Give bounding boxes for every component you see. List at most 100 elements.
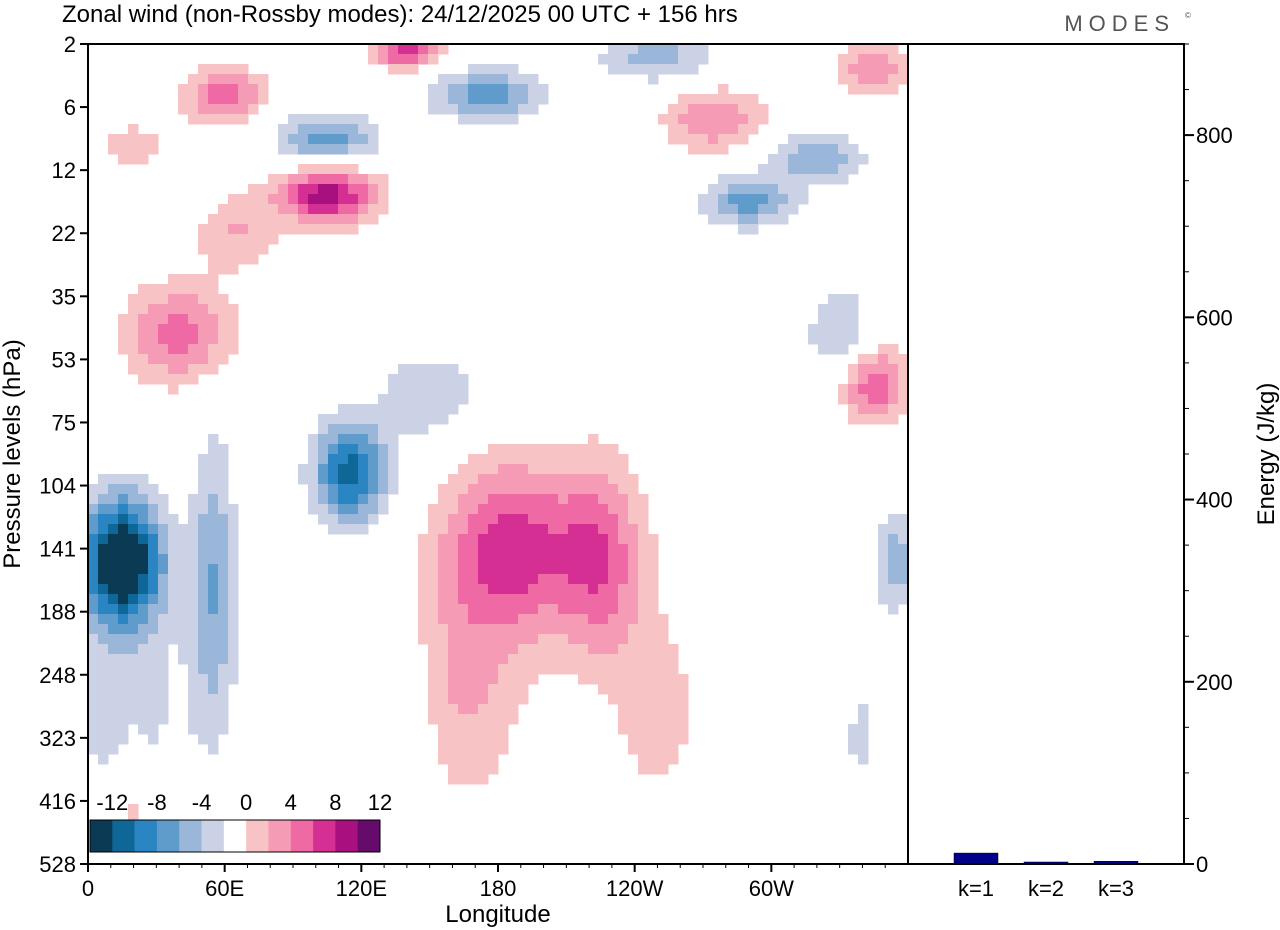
heatmap-cell [628, 654, 639, 665]
heatmap-cell [208, 624, 219, 635]
heatmap-cell [458, 464, 469, 475]
heatmap-cell [258, 184, 269, 195]
heatmap-cell [138, 144, 149, 155]
heatmap-cell [448, 514, 459, 525]
heatmap-cell [378, 494, 389, 505]
heatmap-cell [118, 534, 129, 545]
heatmap-cell [318, 514, 329, 525]
heatmap-cell [608, 614, 619, 625]
heatmap-cell [228, 654, 239, 665]
heatmap-cell [598, 54, 609, 65]
heatmap-cell [878, 374, 889, 385]
heatmap-cell [708, 184, 719, 195]
heatmap-cell [188, 74, 199, 85]
heatmap-cell [218, 304, 229, 315]
heatmap-cell [658, 724, 669, 735]
heatmap-cell [868, 354, 879, 365]
heatmap-cell [318, 184, 329, 195]
heatmap-cell [188, 694, 199, 705]
heatmap-cell [268, 174, 279, 185]
heatmap-cell [768, 174, 779, 185]
heatmap-cell [778, 184, 789, 195]
heatmap-cell [128, 154, 139, 165]
heatmap-cell [668, 744, 679, 755]
heatmap-cell [798, 174, 809, 185]
heatmap-cell [468, 474, 479, 485]
heatmap-cell [728, 194, 739, 205]
heatmap-cell [508, 94, 519, 105]
heatmap-cell [168, 634, 179, 645]
heatmap-cell [88, 724, 99, 735]
heatmap-cell [828, 334, 839, 345]
heatmap-cell [128, 524, 139, 535]
heatmap-cell [808, 174, 819, 185]
heatmap-cell [168, 614, 179, 625]
heatmap-cell [268, 204, 279, 215]
heatmap-cell [488, 724, 499, 735]
heatmap-cell [628, 714, 639, 725]
heatmap-cell [88, 594, 99, 605]
heatmap-cell [168, 284, 179, 295]
heatmap-cell [318, 224, 329, 235]
heatmap-cell [238, 214, 249, 225]
heatmap-cell [208, 544, 219, 555]
heatmap-cell [508, 104, 519, 115]
heatmap-cell [428, 704, 439, 715]
heatmap-cell [708, 214, 719, 225]
heatmap-cell [858, 44, 869, 55]
heatmap-cell [308, 494, 319, 505]
heatmap-cell [198, 344, 209, 355]
heatmap-cell [488, 714, 499, 725]
heatmap-cell [218, 684, 229, 695]
heatmap-cell [208, 444, 219, 455]
heatmap-cell [318, 434, 329, 445]
heatmap-cell [688, 64, 699, 75]
heatmap-cell [448, 84, 459, 95]
heatmap-cell [248, 244, 259, 255]
heatmap-cell [228, 504, 239, 515]
heatmap-cell [388, 374, 399, 385]
heatmap-cell [368, 504, 379, 515]
heatmap-cell [208, 454, 219, 465]
heatmap-cell [118, 144, 129, 155]
heatmap-cell [278, 194, 289, 205]
heatmap-cell [848, 374, 859, 385]
heatmap-cell [478, 754, 489, 765]
heatmap-cell [288, 184, 299, 195]
heatmap-cell [598, 584, 609, 595]
heatmap-cell [188, 314, 199, 325]
heatmap-cell [158, 604, 169, 615]
heatmap-cell [188, 614, 199, 625]
heatmap-cell [428, 584, 439, 595]
heatmap-cell [498, 634, 509, 645]
heatmap-cell [128, 664, 139, 675]
heatmap-cell [438, 484, 449, 495]
heatmap-cell [488, 704, 499, 715]
heatmap-cell [528, 624, 539, 635]
heatmap-cell [228, 554, 239, 565]
heatmap-cell [298, 124, 309, 135]
heatmap-cell [658, 614, 669, 625]
heatmap-cell [388, 474, 399, 485]
heatmap-cell [638, 534, 649, 545]
heatmap-cell [128, 344, 139, 355]
heatmap-cell [478, 734, 489, 745]
heatmap-cell [508, 684, 519, 695]
heatmap-cell [558, 614, 569, 625]
heatmap-cell [498, 574, 509, 585]
heatmap-cell [518, 574, 529, 585]
heatmap-cell [668, 64, 679, 75]
heatmap-cell [448, 684, 459, 695]
heatmap-cell [508, 524, 519, 535]
heatmap-cell [678, 704, 689, 715]
heatmap-cell [448, 664, 459, 675]
heatmap-cell [218, 514, 229, 525]
heatmap-cell [198, 364, 209, 375]
heatmap-cell [428, 604, 439, 615]
heatmap-cell [598, 604, 609, 615]
heatmap-cell [208, 284, 219, 295]
heatmap-cell [718, 214, 729, 225]
heatmap-cell [528, 654, 539, 665]
heatmap-cell [828, 314, 839, 325]
heatmap-cell [88, 584, 99, 595]
